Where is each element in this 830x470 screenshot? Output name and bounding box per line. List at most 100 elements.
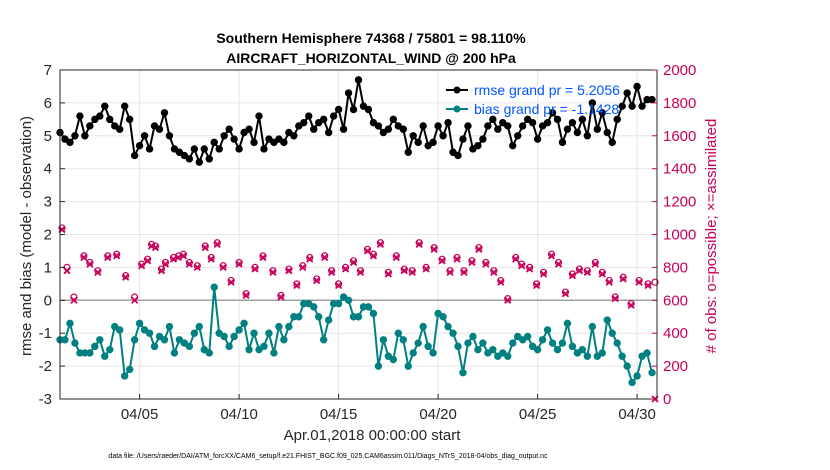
assimilated-point-22-b [207, 255, 215, 263]
bias-point-74 [424, 342, 432, 351]
assimilated-point-45-b [376, 240, 385, 249]
assimilated-point-7 [113, 252, 121, 260]
rmse-point-69 [399, 125, 407, 133]
assimilated-point-28 [251, 265, 259, 273]
possible-point-63 [512, 253, 520, 262]
assimilated-point-69-b [554, 260, 563, 268]
possible-point-55 [453, 253, 461, 262]
bias-point-107 [588, 322, 597, 331]
possible-point-8 [122, 272, 130, 280]
possible-point-7 [113, 250, 121, 258]
rmse-point-114 [623, 89, 631, 97]
possible-point-40 [341, 263, 350, 271]
bias-point-17 [140, 326, 149, 334]
assimilated-point-54 [446, 268, 454, 276]
bias-point-115 [628, 378, 636, 387]
assimilated-point-18 [179, 252, 188, 260]
yr-tick-label-7: 1400 [663, 161, 696, 178]
x-tick-label-0: 04/05 [121, 406, 159, 423]
assimilated-point-43-b [363, 247, 372, 255]
rmse-point-43 [270, 138, 278, 147]
x-tick-label-1: 04/10 [220, 406, 258, 423]
assimilated-point-21 [201, 244, 209, 252]
bias-point-73 [419, 322, 427, 331]
assimilated-point-11 [143, 257, 152, 265]
bias-point-70 [404, 362, 412, 370]
series-bias [56, 283, 656, 387]
bias-point-88 [494, 352, 502, 360]
rmse-point-71 [409, 132, 417, 140]
assimilated-point-5 [94, 268, 102, 276]
assimilated-point-43 [363, 247, 372, 255]
assimilated-point-80-b [635, 278, 643, 286]
bias-point-51 [310, 303, 318, 311]
rmse-point-50 [305, 112, 313, 120]
rmse-point-38 [245, 125, 253, 133]
bias-point-27 [190, 329, 199, 337]
bias-point-53 [319, 336, 328, 344]
rmse-point-14 [125, 115, 134, 124]
rmse-point-26 [185, 155, 194, 163]
assimilated-point-57-b [468, 258, 476, 267]
assimilated-point-26-b [235, 260, 243, 268]
rmse-point-5 [81, 132, 89, 140]
rmse-point-116 [633, 82, 641, 91]
assimilated-point-4-b [86, 260, 94, 268]
legend: rmse grand pr = 5.2056 bias grand pr = -… [446, 82, 620, 117]
rmse-point-78 [444, 118, 452, 127]
y-tick-label-3: 0 [44, 292, 52, 309]
series-possible [58, 224, 659, 308]
possible-point-65 [526, 263, 534, 271]
assimilated-point-22 [207, 255, 215, 263]
assimilated-point-3 [80, 253, 88, 262]
possible-point-42 [356, 267, 365, 275]
assimilated-point-24-b [219, 263, 227, 272]
rmse-point-85 [479, 135, 487, 143]
y-tick-label-7: 4 [44, 161, 52, 178]
bias-point-97 [538, 336, 547, 344]
rmse-point-109 [598, 109, 606, 117]
bias-point-11 [111, 322, 119, 331]
possible-point-69 [554, 258, 563, 267]
rmse-point-53 [319, 115, 328, 124]
assimilated-point-15-b [161, 260, 170, 268]
possible-point-29 [259, 252, 267, 260]
assimilated-point-50-b [415, 240, 423, 249]
bias-point-96 [533, 345, 542, 354]
rmse-point-51 [310, 125, 318, 133]
assimilated-point-62-b [504, 296, 512, 304]
assimilated-point-73 [583, 268, 591, 276]
bias-point-28 [195, 322, 204, 331]
rmse-point-99 [548, 109, 557, 117]
bias-point-40 [255, 345, 263, 354]
assimilated-point-66 [532, 281, 541, 290]
assimilated-point-23 [213, 240, 221, 249]
rmse-point-73 [419, 122, 427, 130]
yr-tick-label-6: 1200 [663, 194, 696, 211]
assimilated-point-77-b [611, 295, 619, 303]
assimilated-point-47-b [392, 253, 400, 262]
rmse-point-4 [76, 112, 84, 120]
rmse-point-89 [499, 118, 507, 127]
assimilated-point-64 [518, 262, 526, 270]
bias-point-106 [583, 352, 592, 360]
assimilated-point-65 [526, 265, 534, 273]
possible-point-66 [533, 280, 541, 288]
assimilated-point-66-b [532, 281, 541, 290]
assimilated-point-68 [547, 252, 556, 260]
bias-point-72 [414, 339, 422, 347]
bias-point-24 [175, 336, 184, 344]
possible-point-58 [475, 244, 483, 252]
possible-point-0 [58, 224, 66, 232]
y-axis-right: 0 200 400 600 800 1000 1200 1400 1600 1800 2000 [652, 62, 696, 408]
rmse-point-21 [160, 109, 169, 117]
rmse-point-7 [91, 115, 99, 124]
assimilated-point-35-b [306, 255, 314, 263]
y-axis-label: rmse and bias (model - observation) [18, 116, 35, 356]
assimilated-point-6-b [104, 253, 112, 262]
possible-point-70 [561, 288, 570, 296]
possible-point-72 [575, 265, 583, 273]
rmse-point-39 [250, 138, 258, 147]
assimilated-point-77 [611, 295, 619, 303]
yr-tick-label-8: 1600 [663, 128, 696, 145]
